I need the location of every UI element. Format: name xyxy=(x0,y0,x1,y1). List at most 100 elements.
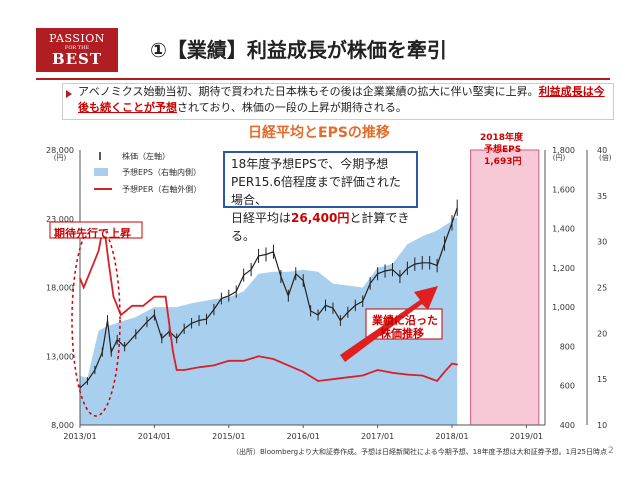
x-tick-label: 2015/01 xyxy=(212,432,245,441)
per-point xyxy=(153,295,156,298)
per-point xyxy=(213,364,215,367)
footnote: （出所）Bloombergより大和証券作成。予想は日経新聞社による今期予想、18… xyxy=(232,448,607,456)
per-point xyxy=(421,374,424,377)
per-point xyxy=(302,371,305,373)
per-point xyxy=(406,373,409,376)
logo-line-1: PASSION xyxy=(49,32,105,45)
right-outer-tick-label: 40 xyxy=(597,146,607,155)
x-tick-label: 2019/01 xyxy=(510,432,543,441)
callout-line-3-post: と計算できる。 xyxy=(231,211,410,243)
per-point xyxy=(436,380,438,382)
right-outer-tick-label: 30 xyxy=(597,238,607,247)
intro-part-2: されており、株価の一段の上昇が期待される。 xyxy=(177,101,407,114)
logo: PASSION FOR THE BEST xyxy=(36,28,118,72)
tag-expectation: 期待先行で上昇 xyxy=(54,227,131,240)
per-point xyxy=(443,371,446,373)
callout-line-3: 日経平均は26,400円と計算できる。 xyxy=(231,209,410,245)
eps-2018-label-2: 予想EPS xyxy=(484,145,522,155)
x-tick-label: 2014/01 xyxy=(138,432,171,441)
per-point xyxy=(198,366,200,369)
right-inner-tick-label: 400 xyxy=(560,421,575,430)
right-inner-tick-label: 1,200 xyxy=(552,264,575,273)
right-outer-tick-label: 15 xyxy=(597,375,607,384)
per-point xyxy=(183,369,185,371)
right-inner-axis-label: (円) xyxy=(553,154,566,162)
right-inner-tick-label: 600 xyxy=(560,382,575,391)
intro-part-1: アベノミクス始動当初、期待で買われた日本株もその後は企業業績の拡大に伴い堅実に上… xyxy=(78,85,539,98)
callout-line-2: PER15.6倍程度まで評価された場合、 xyxy=(231,175,401,207)
callout-line-1: 18年度予想EPSで、今期予想 xyxy=(231,157,389,171)
per-point xyxy=(164,295,167,298)
per-point xyxy=(97,250,100,252)
legend-price-label: 株価（左軸） xyxy=(122,151,170,161)
per-point xyxy=(332,378,334,380)
legend-eps-label: 予想EPS（右軸内側） xyxy=(122,167,201,177)
forecast-region xyxy=(470,149,540,426)
right-inner-tick-label: 1,800 xyxy=(552,146,575,155)
legend-eps-swatch xyxy=(94,168,108,176)
per-point xyxy=(120,314,122,316)
eps-2018-label-1: 2018年度 xyxy=(480,133,524,143)
price-line xyxy=(79,207,458,389)
per-point xyxy=(82,286,85,289)
expectation-tag-box xyxy=(49,221,143,239)
trend-arrow xyxy=(340,286,438,362)
per-point xyxy=(257,355,260,358)
left-tick-label: 28,000 xyxy=(46,146,74,155)
per-point xyxy=(79,277,81,280)
per-point xyxy=(451,362,453,365)
chart-title: 日経平均とEPSの推移 xyxy=(248,125,390,141)
per-point xyxy=(112,295,115,298)
tag-earnings-1: 業績に沿った xyxy=(372,314,438,327)
right-outer-tick-label: 25 xyxy=(597,284,607,293)
right-inner-tick-label: 1,000 xyxy=(552,303,575,312)
right-outer-axis-label: (倍) xyxy=(599,153,612,162)
x-tick-label: 2013/01 xyxy=(63,432,96,441)
per-point xyxy=(376,369,379,371)
page-title: ①【業績】利益成長が株価を牽引 xyxy=(150,38,447,62)
eps-area xyxy=(80,216,458,425)
per-point xyxy=(142,305,145,307)
per-point xyxy=(272,358,275,360)
tag-earnings-2: 株価推移 xyxy=(380,327,424,340)
logo-line-3: BEST xyxy=(51,50,103,68)
per-point xyxy=(131,305,133,307)
per-point xyxy=(391,371,394,374)
left-axis-label: (円) xyxy=(54,154,67,162)
per-point xyxy=(242,360,245,362)
x-tick-label: 2016/01 xyxy=(287,432,320,441)
right-outer-tick-label: 20 xyxy=(597,329,607,338)
per-point xyxy=(317,380,319,382)
eps-2018-label-3: 1,693円 xyxy=(484,157,522,167)
left-tick-label: 23,000 xyxy=(46,215,74,224)
right-outer-tick-label: 35 xyxy=(597,192,607,201)
per-point xyxy=(287,364,290,367)
x-tick-label: 2018/01 xyxy=(435,432,468,441)
callout-box: 18年度予想EPSで、今期予想 PER15.6倍程度まで評価された場合、 日経平… xyxy=(223,151,418,243)
per-point xyxy=(456,363,459,366)
per-point xyxy=(90,268,92,270)
right-outer-tick-label: 10 xyxy=(597,421,607,430)
callout-line-3-pre: 日経平均は xyxy=(231,211,292,225)
callout-value: 26,400円 xyxy=(291,211,350,225)
title-divider xyxy=(36,78,610,80)
left-tick-label: 8,000 xyxy=(51,421,74,430)
left-tick-label: 18,000 xyxy=(46,284,74,293)
per-point xyxy=(361,374,364,377)
per-point xyxy=(175,369,178,371)
logo-line-2: FOR THE xyxy=(64,45,90,51)
page-number: 2 xyxy=(608,446,614,456)
intro-box xyxy=(62,83,614,120)
right-inner-tick-label: 800 xyxy=(560,342,575,351)
right-inner-tick-label: 1,600 xyxy=(552,185,575,194)
legend-per-label: 予想PER（右軸外側） xyxy=(122,184,201,194)
per-point xyxy=(347,376,349,379)
left-tick-label: 13,000 xyxy=(46,352,74,361)
intro-text: アベノミクス始動当初、期待で買われた日本株もその後は企業業績の拡大に伴い堅実に上… xyxy=(78,84,606,116)
bullet-icon xyxy=(66,90,72,98)
per-point xyxy=(107,259,110,261)
right-inner-tick-label: 1,400 xyxy=(552,225,575,234)
per-point xyxy=(172,350,174,353)
x-tick-label: 2017/01 xyxy=(361,432,394,441)
